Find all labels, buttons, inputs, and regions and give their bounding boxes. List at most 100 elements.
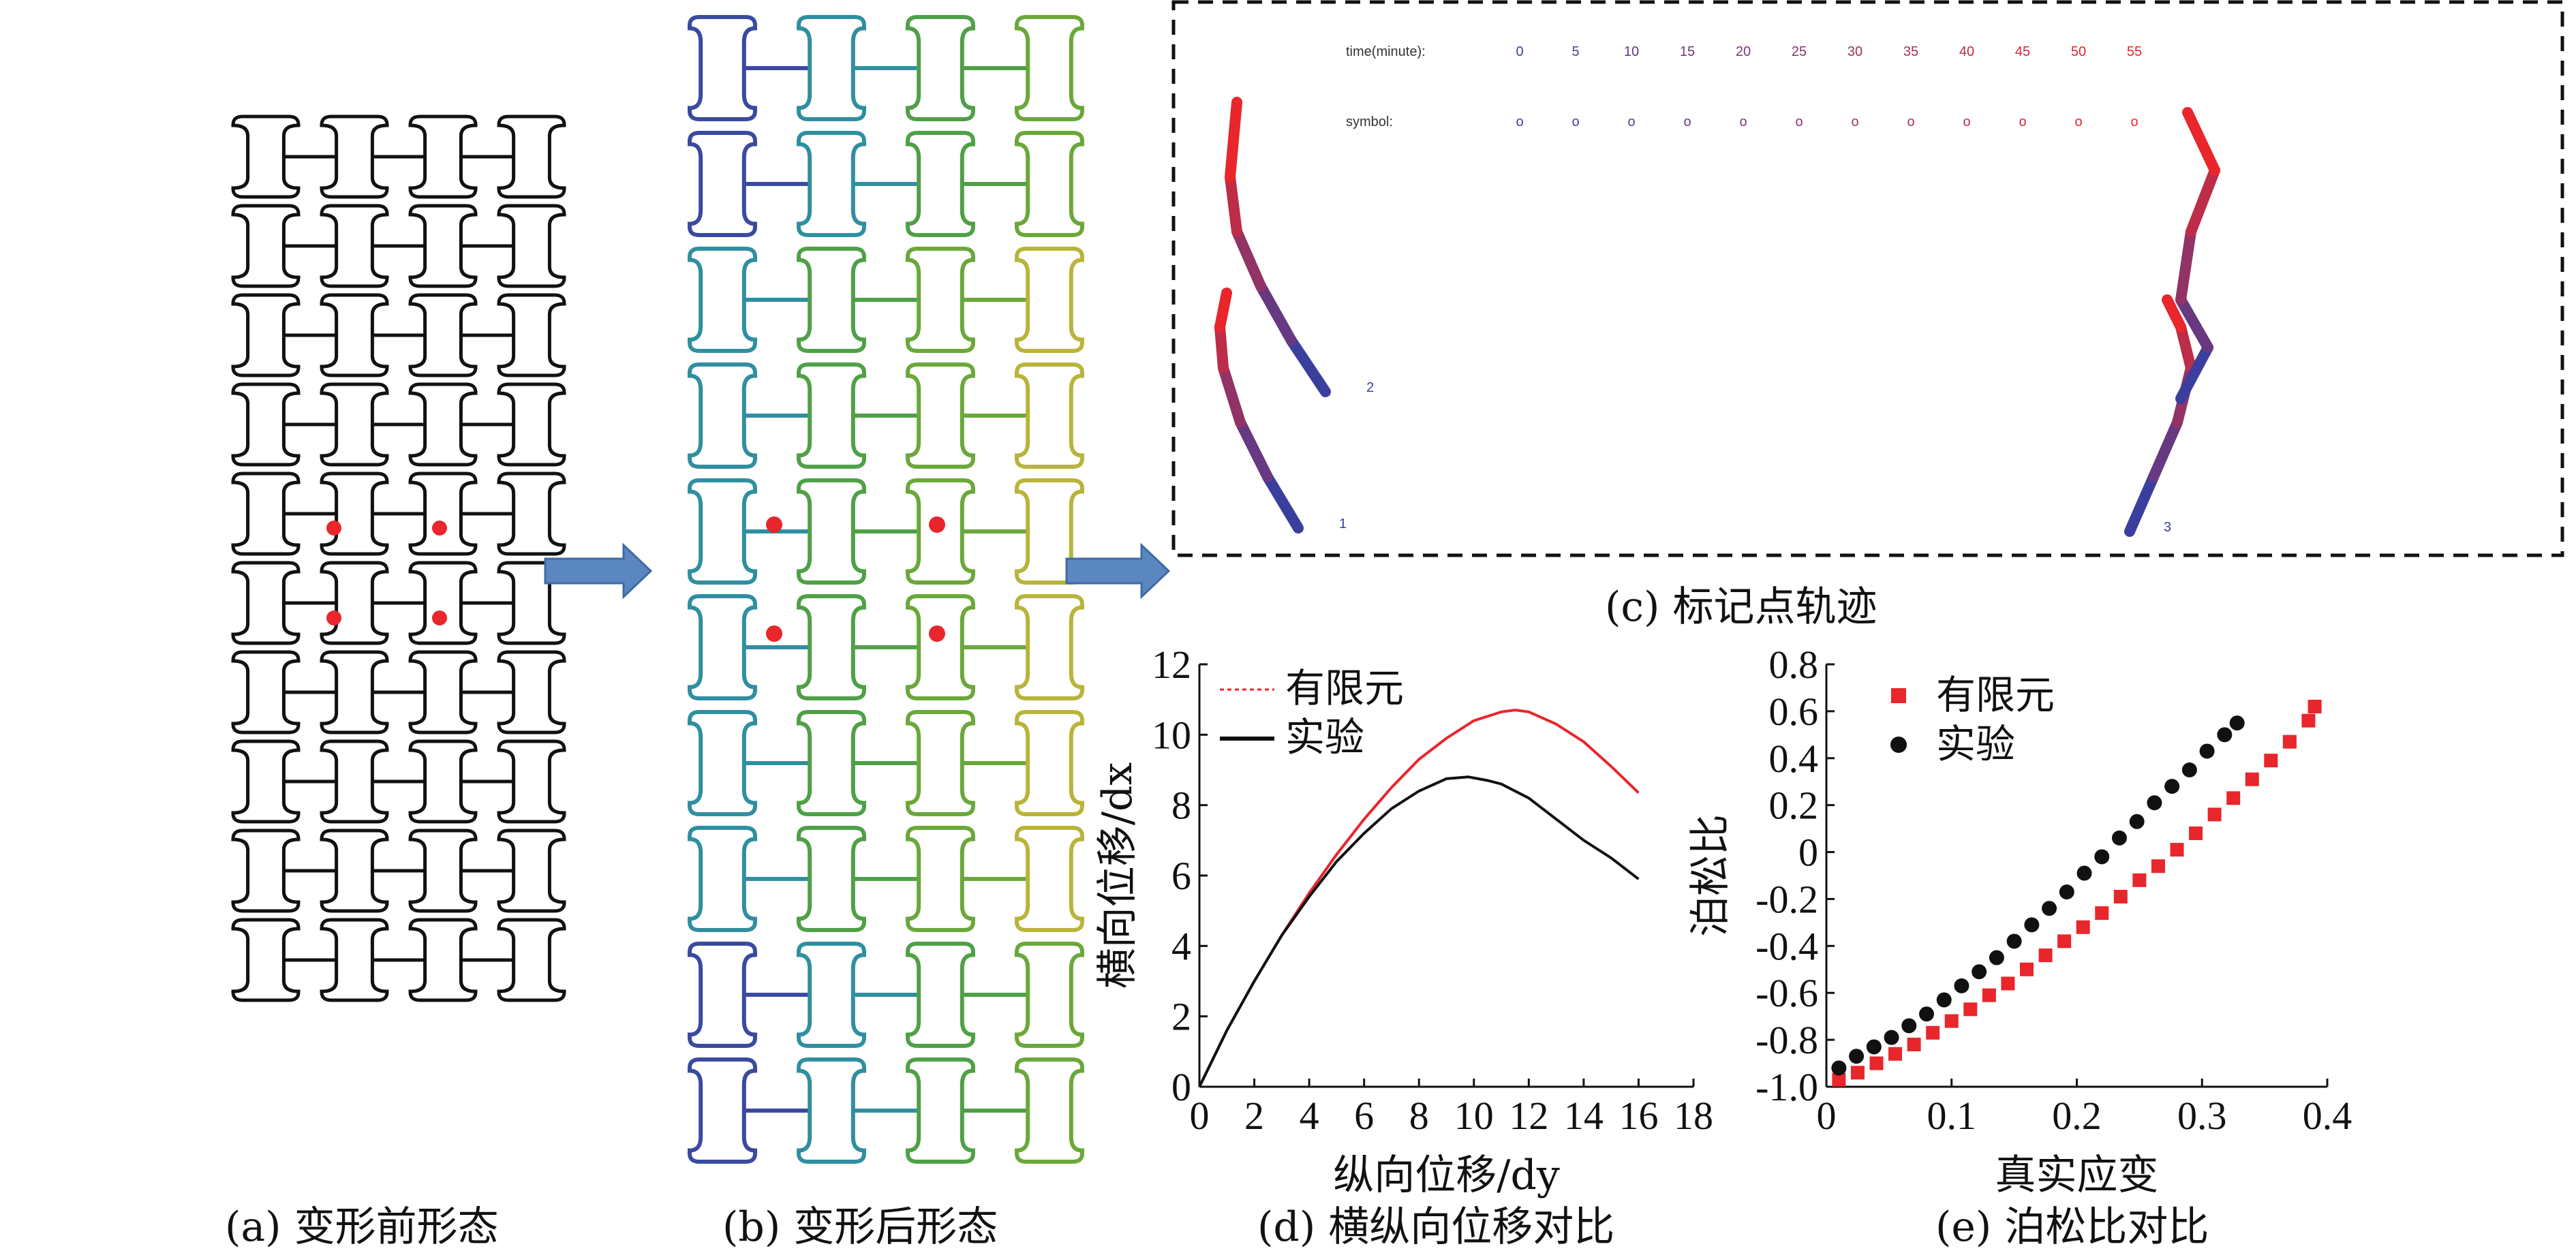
caption-e: (e) 泊松比对比 xyxy=(1935,1203,2209,1251)
time-tick-label: 10 xyxy=(1624,44,1639,59)
lattice-cell xyxy=(231,114,301,199)
lattice-cell xyxy=(231,471,301,556)
trajectory-segment xyxy=(2162,294,2186,332)
x-tick-label: 10 xyxy=(1454,1094,1494,1138)
lattice-cell xyxy=(1015,15,1084,121)
data-point-square xyxy=(2151,859,2165,873)
trajectory-segment xyxy=(1235,417,1273,482)
data-point-square xyxy=(2189,826,2203,840)
symbol-label: symbol: xyxy=(1346,114,1393,129)
data-point-circle xyxy=(1919,1006,1934,1022)
trajectory-segment xyxy=(1255,281,1297,346)
lattice-cell xyxy=(320,739,389,824)
poisson-ratio-chart: 0 0.1 0.2 0.3 0.4-1.0-0.8-0.6-0.4-0.200.20.4… xyxy=(1687,643,2352,1199)
y-tick-label: 0.4 xyxy=(1769,737,1819,781)
lattice-cell xyxy=(688,1057,757,1164)
lattice-cell xyxy=(688,131,757,237)
time-label: time(minute): xyxy=(1346,44,1426,59)
trajectory-point-label: 4 xyxy=(2181,387,2188,402)
trajectory-panel: time(minute): symbol: 0o5o10o15o20o25o30… xyxy=(1171,0,2564,557)
data-point-circle xyxy=(2129,814,2145,829)
y-tick-label: 4 xyxy=(1171,924,1191,968)
lattice-cell xyxy=(408,561,478,645)
trajectory-point-label: 2 xyxy=(1366,380,1374,395)
lattice-cell xyxy=(231,382,301,467)
time-tick-label: 55 xyxy=(2127,44,2142,59)
lattice-cell xyxy=(906,247,975,353)
lattice-cell xyxy=(906,1057,975,1164)
trajectory-segment xyxy=(2182,107,2220,176)
lattice-cell xyxy=(797,478,866,585)
lattice-cell xyxy=(231,204,301,288)
trajectory-segment xyxy=(1214,288,1232,332)
lattice-cell xyxy=(408,918,478,1002)
data-point-square xyxy=(1832,1072,1846,1087)
trajectory-segment xyxy=(2148,417,2183,482)
lattice-cell xyxy=(320,293,389,377)
time-tick-label: 45 xyxy=(2015,44,2030,59)
lattice-cell xyxy=(797,942,866,1048)
lattice-cell xyxy=(320,561,389,645)
marker-dot xyxy=(326,610,341,625)
trajectory-point-label: 3 xyxy=(2164,520,2171,535)
trajectory-segment xyxy=(2175,342,2213,404)
lattice-cell xyxy=(906,594,975,700)
time-tick-label: 15 xyxy=(1680,44,1695,59)
marker-dot xyxy=(929,625,945,642)
lattice-cell xyxy=(797,826,866,932)
data-point-circle xyxy=(1849,1049,1865,1064)
x-tick-label: 0.1 xyxy=(1927,1094,1977,1138)
symbol-glyph: o xyxy=(1907,114,1914,129)
lattice-cell xyxy=(1015,942,1084,1048)
lattice-cell xyxy=(1015,826,1084,932)
lattice-cell xyxy=(497,293,566,377)
marker-trajectories: 1 2 3 4 xyxy=(1214,97,2220,537)
lattice-cell xyxy=(408,471,478,556)
data-point-circle xyxy=(2217,727,2233,743)
lattice-cell xyxy=(497,918,566,1002)
data-point-square xyxy=(2076,920,2090,934)
y-tick-label: -0.8 xyxy=(1755,1018,1818,1062)
x-tick-label: 8 xyxy=(1409,1094,1429,1138)
marker-dot xyxy=(766,516,782,533)
symbol-glyph: o xyxy=(1627,114,1635,129)
legend-swatch xyxy=(1890,737,1907,753)
symbol-glyph: o xyxy=(1571,114,1579,129)
time-tick-label: 25 xyxy=(1792,44,1807,59)
legend-label: 实验 xyxy=(1285,714,1364,760)
data-point-circle xyxy=(2094,849,2110,865)
lattice-cell xyxy=(497,471,566,556)
x-tick-label: 0 xyxy=(1190,1094,1210,1138)
data-point-circle xyxy=(2042,901,2057,916)
trajectory-segment xyxy=(2175,226,2196,305)
x-tick-label: 0.3 xyxy=(2177,1094,2227,1138)
x-tick-label: 0 xyxy=(1817,1094,1837,1138)
data-point-circle xyxy=(2164,779,2180,794)
data-point-square xyxy=(1907,1038,1921,1051)
marker-dot xyxy=(432,521,447,536)
data-point-square xyxy=(2057,934,2072,948)
trajectory-segment xyxy=(2175,322,2196,373)
trajectory-segment xyxy=(1262,471,1304,533)
lattice-cell xyxy=(906,942,975,1048)
lattice-cell xyxy=(497,650,566,734)
y-tick-label: 0.6 xyxy=(1769,690,1819,734)
x-tick-label: 2 xyxy=(1244,1094,1264,1138)
trajectory-segment xyxy=(2186,165,2220,237)
lattice-cell xyxy=(497,204,566,288)
y-tick-label: -0.4 xyxy=(1755,924,1818,968)
data-point-square xyxy=(2307,700,2322,713)
lattice-cell xyxy=(320,471,389,556)
time-tick-label: 30 xyxy=(1847,44,1862,59)
marker-dot xyxy=(766,625,782,642)
marker-dot xyxy=(929,516,945,533)
caption-b: (b) 变形后形态 xyxy=(722,1203,998,1251)
trajectory-segment xyxy=(1225,97,1242,183)
marker-dot xyxy=(326,521,341,536)
data-point-circle xyxy=(2181,762,2197,777)
lattice-cell xyxy=(320,114,389,199)
caption-a: (a) 变形前形态 xyxy=(225,1203,499,1251)
symbol-glyph: o xyxy=(1963,114,1970,129)
data-point-circle xyxy=(2229,715,2245,731)
data-point-square xyxy=(2001,976,2015,991)
